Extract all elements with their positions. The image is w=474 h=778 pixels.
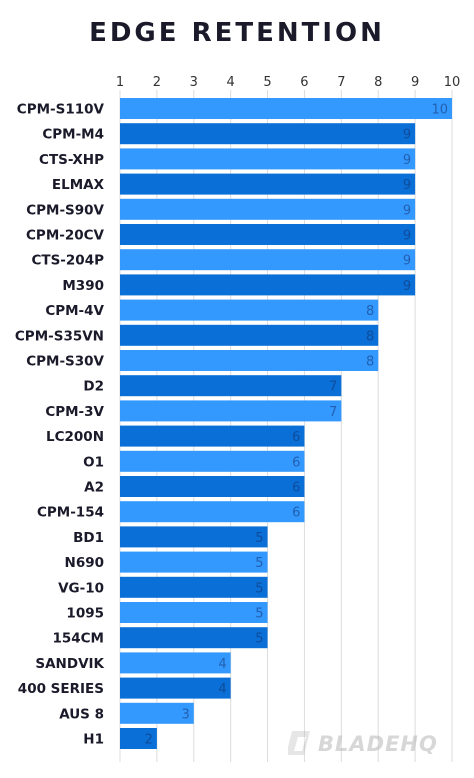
- bar-value-label: 4: [218, 657, 226, 672]
- bar: [120, 551, 268, 573]
- bar-value-label: 8: [366, 329, 374, 344]
- bar-value-label: 3: [181, 707, 189, 722]
- bar: [120, 324, 379, 346]
- bar: [120, 375, 342, 397]
- bar: [120, 652, 231, 674]
- category-label: LC200N: [46, 429, 104, 445]
- category-label: CPM-S30V: [26, 354, 104, 370]
- bar-value-label: 9: [403, 178, 411, 193]
- bar: [120, 173, 416, 195]
- bar: [120, 249, 416, 271]
- x-tick-label: 8: [374, 75, 382, 90]
- category-label: VG-10: [58, 580, 104, 596]
- bar: [120, 224, 416, 245]
- category-label: CPM-S110V: [17, 102, 105, 118]
- bar-value-label: 5: [255, 556, 263, 571]
- category-label: BD1: [73, 530, 104, 546]
- category-label: M390: [62, 278, 104, 294]
- bladehq-watermark: BLADEHQ: [288, 731, 438, 756]
- bar-value-label: 5: [255, 632, 263, 647]
- bar-value-label: 7: [329, 380, 337, 395]
- bar: [120, 602, 268, 623]
- bar-value-label: 2: [145, 733, 153, 748]
- category-label: 1095: [66, 606, 104, 622]
- bar-value-label: 9: [403, 153, 411, 168]
- x-tick-label: 7: [337, 75, 345, 90]
- bar: [120, 274, 416, 296]
- x-tick-label: 3: [190, 75, 198, 90]
- category-label: 154CM: [52, 631, 104, 647]
- bar: [120, 728, 157, 749]
- bar: [120, 702, 194, 724]
- bar-value-label: 9: [403, 128, 411, 143]
- bar: [120, 677, 231, 699]
- x-tick-label: 1: [116, 75, 124, 90]
- category-label: CPM-S90V: [26, 202, 104, 218]
- x-tick-label: 6: [300, 75, 308, 90]
- bar-value-label: 10: [431, 103, 448, 118]
- category-label: A2: [84, 480, 104, 496]
- category-label: SANDVIK: [35, 656, 104, 672]
- bar-value-label: 5: [255, 581, 263, 596]
- bar: [120, 576, 268, 598]
- bar: [120, 299, 379, 321]
- blade-logo-icon: [288, 731, 310, 755]
- category-label: CTS-XHP: [39, 152, 104, 168]
- category-label: CPM-4V: [45, 303, 104, 319]
- bar-value-label: 6: [292, 455, 300, 470]
- x-tick-label: 4: [227, 75, 235, 90]
- x-tick-label: 10: [444, 75, 461, 90]
- bar: [120, 627, 268, 649]
- x-tick-label: 5: [263, 75, 271, 90]
- bar: [120, 526, 268, 548]
- bar: [120, 123, 416, 145]
- category-label: CPM-M4: [42, 127, 104, 143]
- bar-value-label: 7: [329, 405, 337, 420]
- bar: [120, 98, 452, 119]
- bar-value-label: 5: [255, 531, 263, 546]
- category-label: CPM-3V: [45, 404, 104, 420]
- bars: 10 9 9 9 9 9 9 9 8 8 8 7 7 6 6 6 6 5 5 5 5 5 4 4 3 2: [120, 98, 452, 749]
- bar-value-label: 6: [292, 481, 300, 496]
- category-label: O1: [83, 454, 104, 470]
- chart-title: EDGE RETENTION: [89, 18, 385, 48]
- category-label: H1: [83, 732, 104, 748]
- bar: [120, 501, 305, 523]
- bar-value-label: 9: [403, 279, 411, 294]
- bar-value-label: 8: [366, 304, 374, 319]
- bar: [120, 450, 305, 472]
- category-labels: CPM-S110V CPM-M4 CTS-XHP ELMAX CPM-S90V CPM-2…: [15, 102, 105, 748]
- bar: [120, 400, 342, 422]
- category-label: 400 SERIES: [18, 681, 104, 697]
- category-label: ELMAX: [52, 177, 105, 193]
- x-axis-ticks: 1 2 3 4 5 6 7 8 9 10: [116, 75, 460, 90]
- category-label: CTS-204P: [31, 253, 104, 269]
- category-label: N690: [65, 555, 104, 571]
- bar-value-label: 6: [292, 430, 300, 445]
- x-tick-label: 2: [153, 75, 161, 90]
- bar-value-label: 5: [255, 607, 263, 622]
- category-label: CPM-20CV: [26, 228, 105, 244]
- bar: [120, 148, 416, 170]
- watermark-text: BLADEHQ: [318, 732, 438, 756]
- category-label: AUS 8: [59, 706, 104, 722]
- bar-value-label: 9: [403, 229, 411, 244]
- bar-value-label: 8: [366, 355, 374, 370]
- bar: [120, 198, 416, 220]
- bar-value-label: 9: [403, 254, 411, 269]
- category-label: CPM-154: [37, 505, 104, 521]
- x-tick-label: 9: [411, 75, 419, 90]
- bar: [120, 350, 379, 371]
- category-label: CPM-S35VN: [15, 328, 104, 344]
- bar: [120, 476, 305, 497]
- category-label: D2: [83, 379, 104, 395]
- bar-value-label: 9: [403, 203, 411, 218]
- bar-value-label: 6: [292, 506, 300, 521]
- bar-value-label: 4: [218, 682, 226, 697]
- bar: [120, 425, 305, 447]
